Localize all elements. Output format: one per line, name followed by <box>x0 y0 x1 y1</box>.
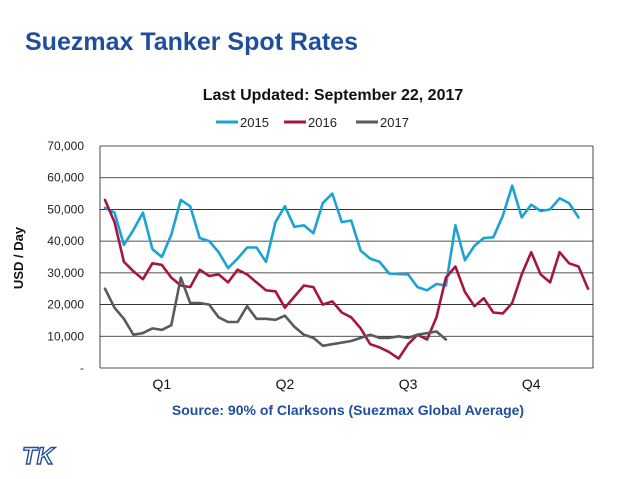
y-tick-label: 60,000 <box>47 171 84 185</box>
x-axis-categories: Q1 Q2 Q3 Q4 <box>152 376 540 392</box>
x-category-label: Q2 <box>276 376 295 392</box>
chart-series-lines <box>103 184 590 360</box>
series-line-2017 <box>103 276 448 348</box>
chart-title: Last Updated: September 22, 2017 <box>203 87 464 104</box>
y-tick-label: 20,000 <box>47 298 84 312</box>
y-tick-label: - <box>80 361 84 375</box>
y-tick-label: 40,000 <box>47 234 84 248</box>
chart-legend: 2015 2016 2017 <box>216 115 409 130</box>
legend-label-2016: 2016 <box>308 115 337 130</box>
y-tick-label: 70,000 <box>47 139 84 153</box>
slide-title: Suezmax Tanker Spot Rates <box>25 28 358 56</box>
y-axis-label: USD / Day <box>11 226 26 289</box>
y-axis-ticks: - 10,000 20,000 30,000 40,000 50,000 60,000 70,… <box>47 139 84 375</box>
series-line-2015 <box>103 184 580 292</box>
x-category-label: Q3 <box>399 376 418 392</box>
x-category-label: Q4 <box>522 376 541 392</box>
legend-label-2017: 2017 <box>380 115 409 130</box>
x-category-label: Q1 <box>152 376 171 392</box>
chart-gridlines <box>99 145 594 369</box>
source-label: Source: 90% of Clarksons (Suezmax Global… <box>172 402 524 418</box>
y-tick-label: 50,000 <box>47 202 84 216</box>
series-line-2016 <box>103 198 590 360</box>
logo-text: TK <box>22 443 56 470</box>
company-logo: TK <box>21 442 56 470</box>
legend-label-2015: 2015 <box>240 115 269 130</box>
y-tick-label: 10,000 <box>47 329 84 343</box>
y-tick-label: 30,000 <box>47 266 84 280</box>
